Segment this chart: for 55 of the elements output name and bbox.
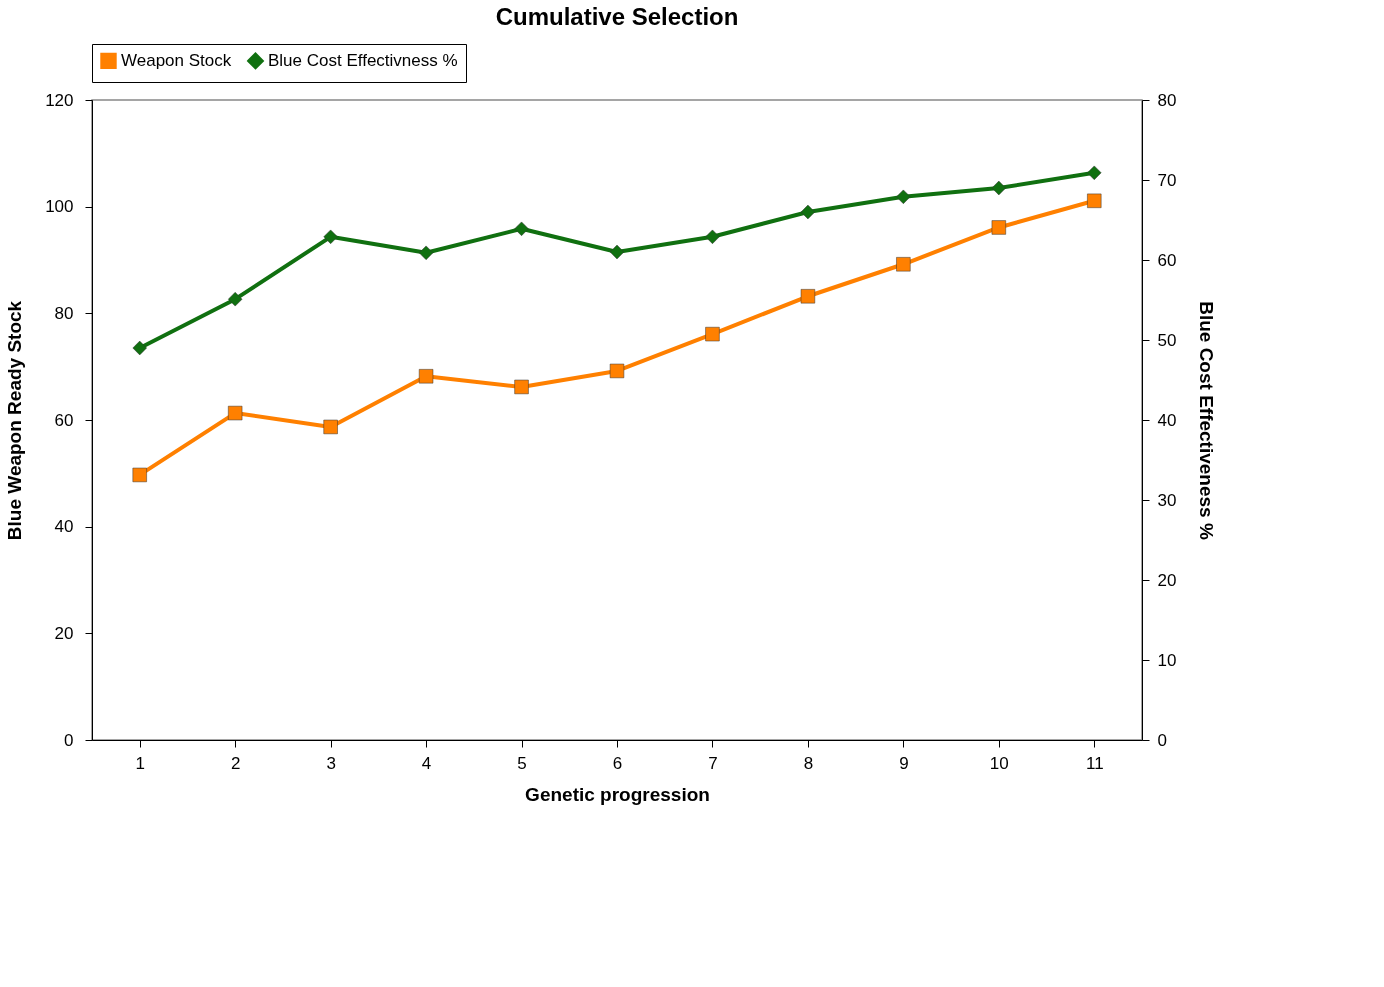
point: [609, 363, 625, 379]
y2-tick-label: 50: [1157, 330, 1177, 350]
x-tick-label: 9: [899, 753, 909, 773]
point: [228, 292, 243, 307]
y2-tick-label: 0: [1157, 730, 1167, 750]
x-tick-label: 8: [803, 753, 814, 773]
x-tick-label: 4: [421, 753, 432, 773]
chart-title: Cumulative Selection: [495, 2, 739, 30]
point: [800, 289, 816, 304]
x-tick-label: 2: [230, 753, 241, 773]
y2-tick-label: 60: [1157, 250, 1177, 270]
point: [418, 369, 434, 384]
x-tick-label: 6: [612, 753, 623, 773]
y-tick-label: 40: [54, 517, 74, 537]
point: [896, 189, 911, 204]
y-tick-label: 120: [45, 90, 74, 110]
point: [705, 229, 720, 244]
x-tick-label: 3: [326, 753, 336, 773]
y2-tick-label: 80: [1157, 90, 1177, 110]
legend-label: Weapon Stock: [121, 50, 232, 70]
point: [800, 204, 816, 220]
legend-label: Blue Cost Effectivness %: [268, 50, 458, 70]
y2-tick-label: 30: [1157, 490, 1177, 510]
x-tick-label: 7: [708, 753, 718, 773]
point: [896, 257, 911, 272]
x-tick-label: 10: [989, 753, 1009, 773]
point: [1087, 193, 1102, 208]
point: [514, 221, 529, 236]
y-tick-label: 60: [54, 410, 74, 430]
point: [132, 467, 147, 483]
point: [132, 340, 147, 356]
point: [323, 229, 338, 244]
y2-tick-label: 10: [1157, 650, 1177, 670]
point: [228, 405, 243, 421]
y2-tick-label: 20: [1157, 570, 1177, 590]
x-tick-label: 11: [1085, 753, 1104, 773]
y-tick-label: 20: [54, 623, 74, 643]
point: [705, 326, 720, 342]
point: [1087, 165, 1102, 180]
y2-axis-title: Blue Cost Effectiveness %: [1196, 301, 1218, 540]
point: [514, 379, 529, 395]
y2-tick-label: 70: [1157, 170, 1177, 190]
x-axis-title: Genetic progression: [525, 783, 710, 805]
point: [991, 180, 1006, 196]
y2-tick-label: 40: [1157, 410, 1177, 430]
point: [418, 245, 434, 260]
point: [609, 244, 625, 260]
y-tick-label: 100: [45, 197, 74, 217]
point: [323, 419, 338, 435]
y-axis-title: Blue Weapon Ready Stock: [4, 300, 26, 541]
y-tick-label: 80: [54, 303, 74, 323]
x-tick-label: 5: [517, 753, 527, 773]
y-tick-label: 0: [64, 730, 74, 750]
point: [991, 220, 1006, 235]
x-tick-label: 1: [135, 753, 145, 773]
